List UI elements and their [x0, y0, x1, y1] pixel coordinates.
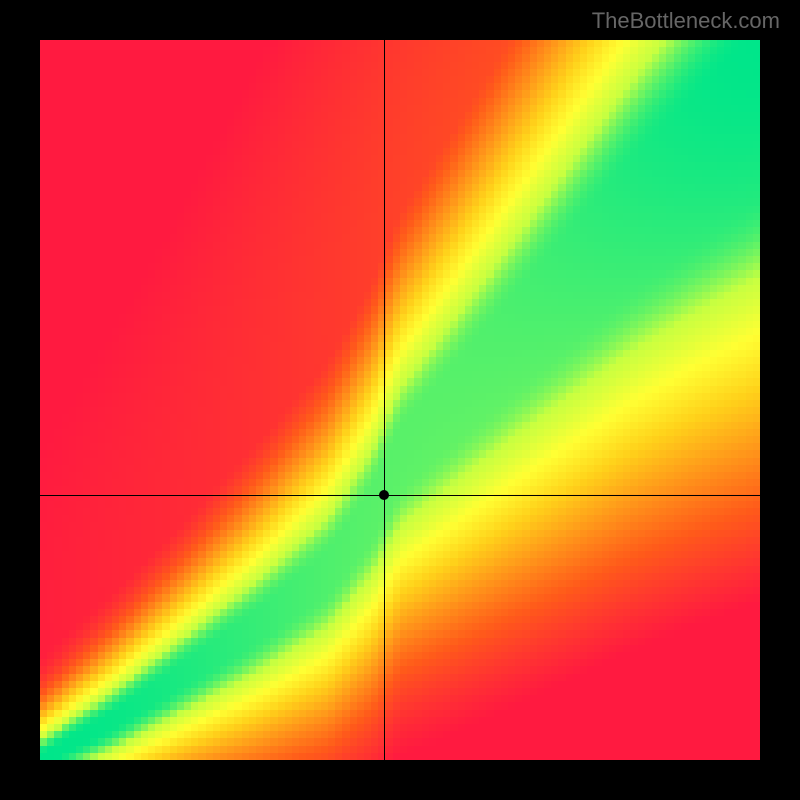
heatmap-canvas: [40, 40, 760, 760]
crosshair-vertical: [384, 40, 385, 760]
heatmap-plot: [40, 40, 760, 760]
crosshair-horizontal: [40, 495, 760, 496]
marker-dot: [379, 490, 389, 500]
watermark-text: TheBottleneck.com: [592, 8, 780, 34]
